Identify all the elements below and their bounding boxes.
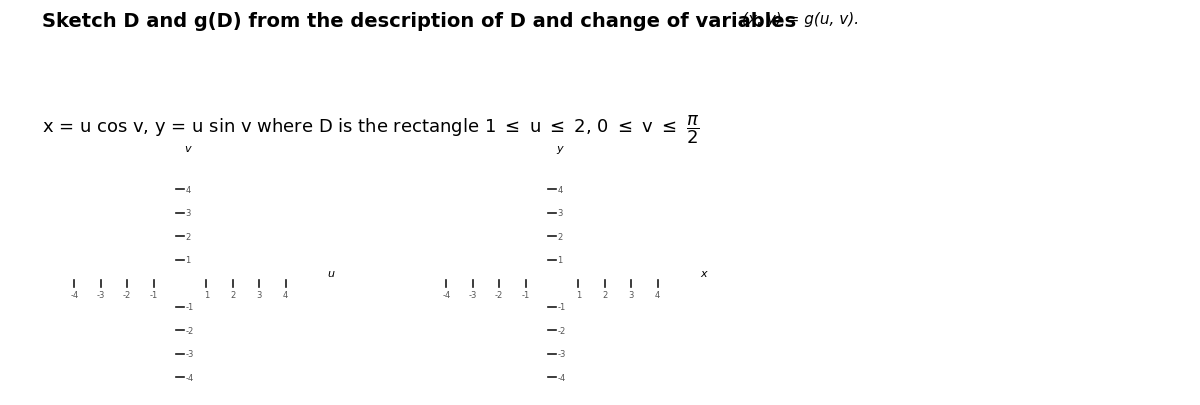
Text: 1: 1 <box>204 290 209 300</box>
Text: x: x <box>700 269 707 279</box>
Text: -3: -3 <box>557 350 565 358</box>
Text: u: u <box>328 269 335 279</box>
Text: -1: -1 <box>150 290 157 300</box>
Text: -2: -2 <box>124 290 131 300</box>
Text: -3: -3 <box>185 350 193 358</box>
Text: 3: 3 <box>257 290 262 300</box>
Text: 2: 2 <box>557 232 563 241</box>
Text: Sketch D and g(D) from the description of D and change of variables: Sketch D and g(D) from the description o… <box>42 12 803 31</box>
Text: -4: -4 <box>71 290 78 300</box>
Text: 2: 2 <box>230 290 235 300</box>
Text: 3: 3 <box>557 209 563 217</box>
Text: 4: 4 <box>185 185 191 194</box>
Text: 4: 4 <box>655 290 660 300</box>
Text: 4: 4 <box>557 185 563 194</box>
Text: 2: 2 <box>185 232 191 241</box>
Text: v: v <box>184 143 191 153</box>
Text: 3: 3 <box>629 290 634 300</box>
Text: 1: 1 <box>576 290 581 300</box>
Text: -1: -1 <box>185 303 193 311</box>
Text: (x, y) = g(u, v).: (x, y) = g(u, v). <box>742 12 859 27</box>
Text: -2: -2 <box>185 326 193 335</box>
Text: -4: -4 <box>557 373 565 382</box>
Text: 3: 3 <box>185 209 191 217</box>
Text: -1: -1 <box>557 303 565 311</box>
Text: 4: 4 <box>283 290 288 300</box>
Text: 1: 1 <box>557 256 563 264</box>
Text: 1: 1 <box>185 256 191 264</box>
Text: -4: -4 <box>443 290 450 300</box>
Text: -2: -2 <box>557 326 565 335</box>
Text: -3: -3 <box>97 290 104 300</box>
Text: y: y <box>556 143 563 153</box>
Text: -3: -3 <box>469 290 476 300</box>
Text: 2: 2 <box>602 290 607 300</box>
Text: -4: -4 <box>185 373 193 382</box>
Text: -2: -2 <box>496 290 503 300</box>
Text: -1: -1 <box>522 290 529 300</box>
Text: x = u cos v, y = u sin v where D is the rectangle 1 $\leq$ u $\leq$ 2, 0 $\leq$ : x = u cos v, y = u sin v where D is the … <box>42 113 700 146</box>
